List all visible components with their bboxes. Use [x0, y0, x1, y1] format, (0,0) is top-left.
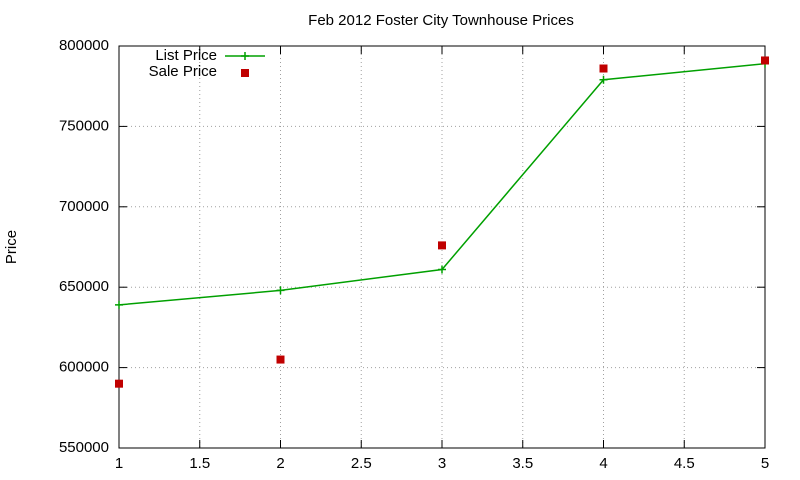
y-axis-label: Price [3, 230, 20, 264]
data-point [599, 64, 608, 73]
chart-title: Feb 2012 Foster City Townhouse Prices [308, 12, 574, 29]
y-tick-label: 650000 [59, 278, 109, 295]
x-tick-label: 2 [276, 455, 284, 472]
x-tick-label: 5 [761, 455, 769, 472]
data-point [761, 56, 769, 65]
x-tick-label: 4.5 [674, 455, 695, 472]
y-tick-label: 750000 [59, 117, 109, 134]
data-point [276, 355, 285, 364]
legend-label: List Price [155, 47, 217, 64]
data-point [438, 265, 446, 274]
legend-swatch [241, 69, 249, 77]
data-point [115, 300, 123, 309]
data-point [438, 241, 446, 250]
legend-swatch [241, 52, 249, 60]
y-tick-label: 600000 [59, 359, 109, 376]
data-point [599, 75, 608, 84]
y-tick-label: 550000 [59, 439, 109, 456]
legend-label: Sale Price [149, 63, 217, 80]
x-tick-label: 3 [438, 455, 446, 472]
data-point [115, 379, 123, 388]
x-tick-label: 3.5 [512, 455, 533, 472]
y-tick-label: 700000 [59, 198, 109, 215]
x-tick-label: 4 [599, 455, 607, 472]
data-point [276, 286, 285, 295]
y-tick-label: 800000 [59, 37, 109, 54]
x-tick-label: 2.5 [351, 455, 372, 472]
x-tick-label: 1 [115, 455, 123, 472]
x-tick-label: 1.5 [189, 455, 210, 472]
